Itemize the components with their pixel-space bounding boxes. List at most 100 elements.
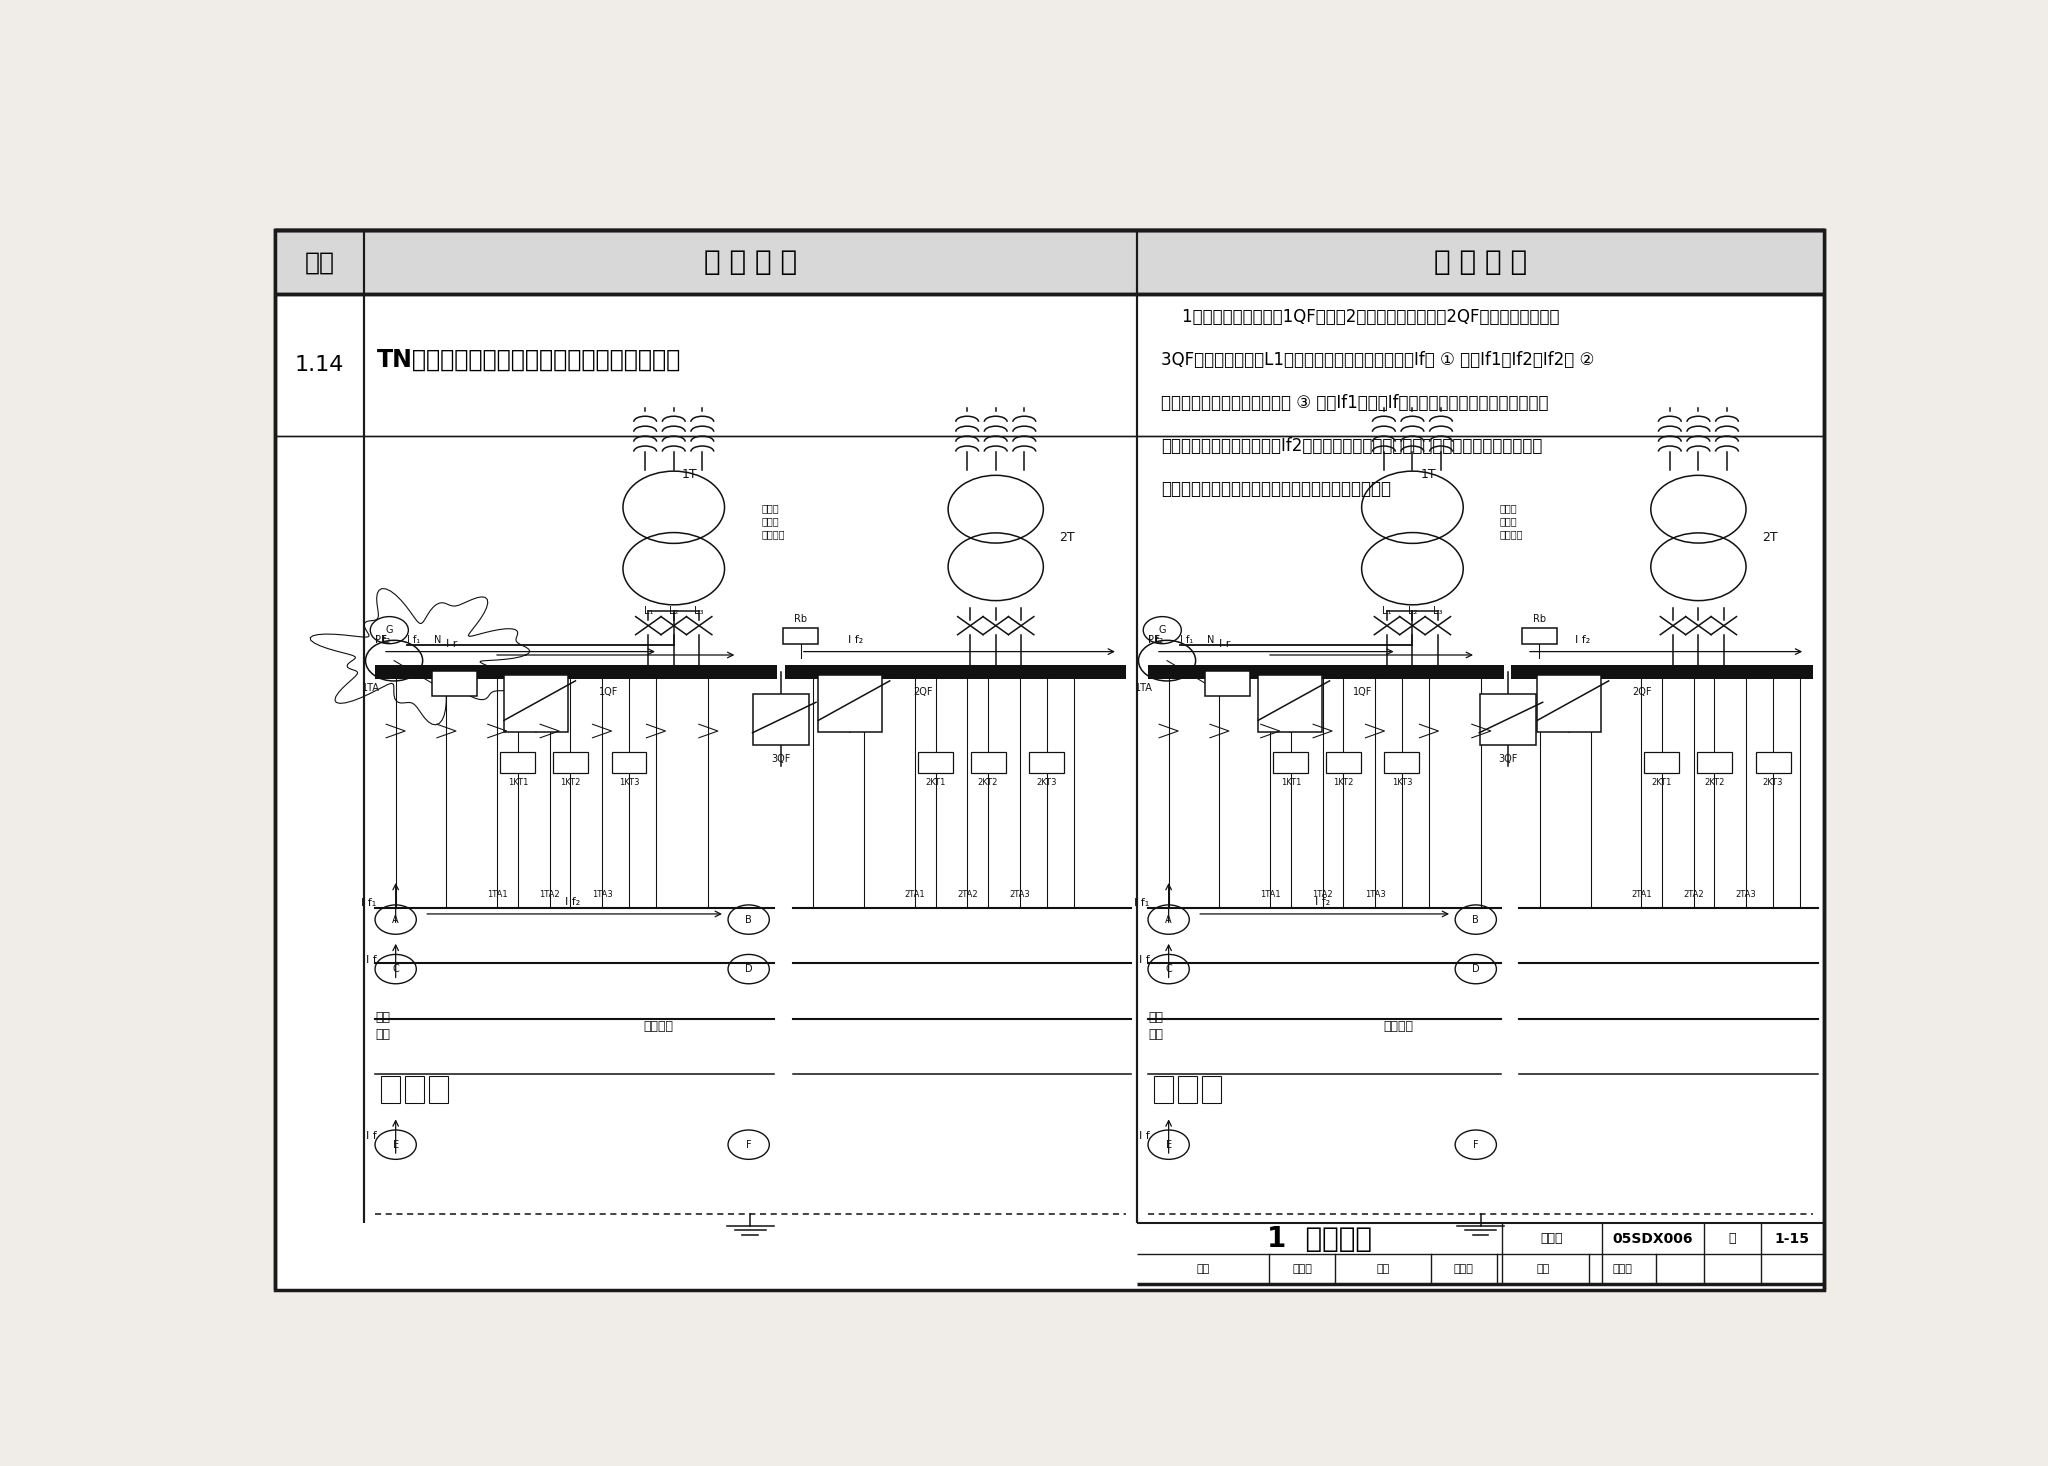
Text: 1-15: 1-15: [1776, 1231, 1810, 1246]
Text: 3QF: 3QF: [1497, 754, 1518, 764]
Text: 1T: 1T: [1421, 469, 1436, 481]
Text: N: N: [434, 635, 440, 645]
Text: 常 见 问 题: 常 见 问 题: [705, 248, 797, 276]
Text: 校对: 校对: [1376, 1264, 1389, 1274]
Text: 3QF闭合运行，发生L1相与中性线短路时，故障电流If在 ① 分为If1和If2，If2经 ②: 3QF闭合运行，发生L1相与中性线短路时，故障电流If在 ① 分为If1和If2…: [1161, 350, 1593, 369]
Bar: [375, 666, 778, 679]
Bar: [819, 676, 883, 732]
Text: 用电设备: 用电设备: [1384, 1020, 1413, 1034]
Text: 设计: 设计: [1536, 1264, 1550, 1274]
Text: 1TA2: 1TA2: [1313, 890, 1333, 899]
Bar: [504, 676, 567, 732]
Text: 刘屏周: 刘屏周: [1612, 1264, 1632, 1274]
Text: A: A: [393, 915, 399, 925]
Text: I f₂: I f₂: [565, 897, 580, 906]
Text: E: E: [393, 1139, 399, 1149]
Text: 用电设备: 用电设备: [643, 1020, 674, 1034]
Text: 1KT3: 1KT3: [618, 778, 639, 787]
Text: D: D: [745, 965, 752, 973]
Text: 1KT1: 1KT1: [508, 778, 528, 787]
Text: I r: I r: [1219, 639, 1231, 648]
Text: 变压器
中性点
接地母排: 变压器 中性点 接地母排: [1499, 503, 1524, 539]
Text: 1KT1: 1KT1: [1280, 778, 1300, 787]
Text: 用电
设备: 用电 设备: [375, 1012, 389, 1041]
Text: PE: PE: [1149, 635, 1159, 645]
Text: Rb: Rb: [795, 614, 807, 625]
Text: 1KE: 1KE: [1219, 679, 1235, 688]
Bar: [1257, 676, 1321, 732]
Text: 1TA1: 1TA1: [1260, 890, 1280, 899]
Text: PE: PE: [375, 635, 387, 645]
Text: C: C: [1165, 965, 1171, 973]
Text: 改 进 措 施: 改 进 措 施: [1434, 248, 1528, 276]
Text: L₃: L₃: [1434, 605, 1442, 616]
Bar: [1202, 1076, 1221, 1102]
Text: I f: I f: [1139, 1130, 1149, 1141]
Text: 审核: 审核: [1196, 1264, 1210, 1274]
Text: 1号变压器出线断路器1QF闭合，2号变压器出线断路器2QF断开，联络断路器: 1号变压器出线断路器1QF闭合，2号变压器出线断路器2QF断开，联络断路器: [1161, 308, 1559, 325]
Text: 1TA3: 1TA3: [592, 890, 612, 899]
Bar: [274, 230, 1825, 295]
Text: L₂: L₂: [670, 605, 678, 616]
Text: 序号: 序号: [305, 251, 334, 274]
Text: 2TA1: 2TA1: [1630, 890, 1651, 899]
Text: 1TA1: 1TA1: [487, 890, 508, 899]
Text: 1  供电系统: 1 供电系统: [1268, 1224, 1372, 1253]
Text: D: D: [1473, 965, 1479, 973]
Text: 2QF: 2QF: [1632, 688, 1653, 698]
Bar: [1030, 752, 1065, 773]
Text: 图集号: 图集号: [1540, 1233, 1563, 1245]
Text: 1TA2: 1TA2: [539, 890, 559, 899]
Text: L₁: L₁: [1382, 605, 1393, 616]
Text: 2KT3: 2KT3: [1763, 778, 1784, 787]
Text: 2TA2: 2TA2: [1683, 890, 1704, 899]
Text: 1TA: 1TA: [362, 683, 381, 693]
Text: 2KT1: 2KT1: [926, 778, 946, 787]
Text: B: B: [745, 915, 752, 925]
Text: I f₂: I f₂: [1315, 897, 1329, 906]
Text: 1QF: 1QF: [1354, 688, 1372, 698]
Bar: [1325, 752, 1360, 773]
Text: I f₂: I f₂: [848, 635, 864, 645]
Text: 保护用的电流互感器应安装在紧靠变压器中性点处。: 保护用的电流互感器应安装在紧靠变压器中性点处。: [1161, 479, 1391, 497]
Text: 1T: 1T: [682, 469, 696, 481]
Text: 2T: 2T: [1761, 532, 1778, 544]
Text: 2KT1: 2KT1: [1653, 778, 1671, 787]
Text: B: B: [1473, 915, 1479, 925]
Text: 点、变压器中性点接地母排至 ③ 点与If1合流成If，显然中性线过电流保护用的电流: 点、变压器中性点接地母排至 ③ 点与If1合流成If，显然中性线过电流保护用的电…: [1161, 394, 1548, 412]
Bar: [553, 752, 588, 773]
Bar: [1178, 1076, 1198, 1102]
Bar: [1645, 752, 1679, 773]
Text: E: E: [1165, 1139, 1171, 1149]
Text: 3QF: 3QF: [772, 754, 791, 764]
Text: I f: I f: [1139, 954, 1149, 965]
Bar: [1522, 627, 1556, 644]
Bar: [1481, 693, 1536, 745]
Text: 2TA2: 2TA2: [956, 890, 977, 899]
Text: 1TA3: 1TA3: [1364, 890, 1384, 899]
Text: I f: I f: [367, 954, 377, 965]
Text: I f: I f: [367, 1130, 377, 1141]
Bar: [784, 666, 1126, 679]
Text: 用电
设备: 用电 设备: [1149, 1012, 1163, 1041]
Text: 2TA3: 2TA3: [1737, 890, 1757, 899]
Text: 李雪俪: 李雪俪: [1454, 1264, 1475, 1274]
Bar: [428, 1076, 449, 1102]
Bar: [1384, 752, 1419, 773]
Text: G: G: [385, 625, 393, 635]
Text: I f₂: I f₂: [1575, 635, 1589, 645]
Text: I f₁: I f₁: [1180, 635, 1194, 645]
Bar: [381, 1076, 401, 1102]
Text: A: A: [1165, 915, 1171, 925]
Text: 2KT2: 2KT2: [1704, 778, 1724, 787]
Text: L₃: L₃: [694, 605, 705, 616]
Text: Rb: Rb: [1532, 614, 1546, 625]
Text: I f₂: I f₂: [375, 635, 391, 645]
Text: 05SDX006: 05SDX006: [1612, 1231, 1694, 1246]
Bar: [754, 693, 809, 745]
Text: 1TA: 1TA: [1135, 683, 1153, 693]
Bar: [1274, 752, 1309, 773]
Text: 1KT2: 1KT2: [559, 778, 580, 787]
Bar: [918, 752, 952, 773]
Bar: [1204, 671, 1249, 696]
